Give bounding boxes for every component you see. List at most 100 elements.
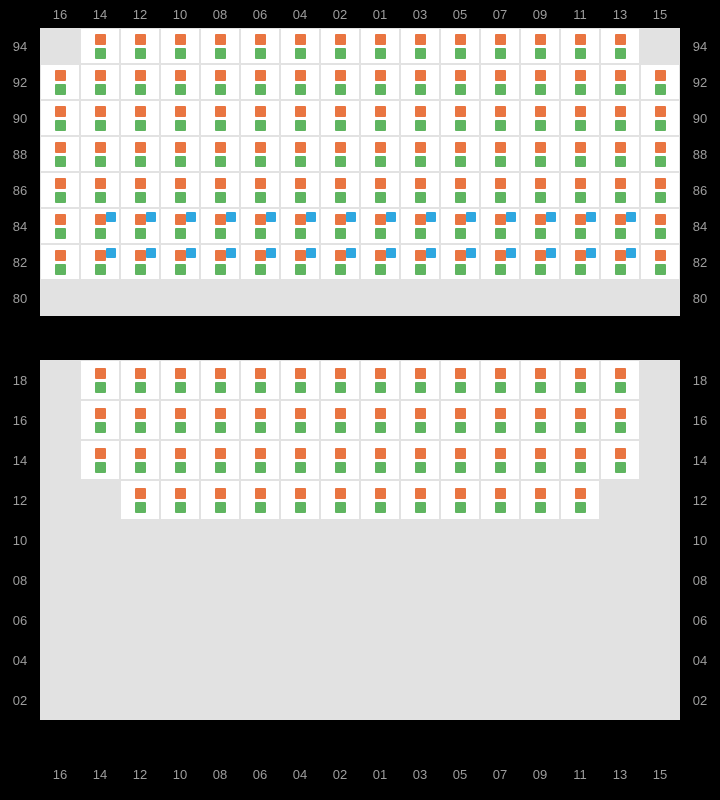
marker-orange: [495, 250, 506, 261]
marker-orange: [655, 106, 666, 117]
grid-cell: [560, 480, 600, 520]
marker-green: [615, 382, 626, 393]
top-grid: [40, 28, 680, 316]
grid-cell: [400, 280, 440, 316]
marker-green: [615, 192, 626, 203]
grid-cell: [560, 64, 600, 100]
grid-cell: [360, 208, 400, 244]
grid-cell: [40, 360, 80, 400]
marker-green: [415, 422, 426, 433]
marker-green: [175, 502, 186, 513]
grid-cell: [80, 560, 120, 600]
grid-cell: [40, 400, 80, 440]
grid-cell: [360, 440, 400, 480]
grid-cell: [40, 520, 80, 560]
grid-cell: [640, 64, 680, 100]
column-label: 15: [640, 767, 680, 782]
grid-cell: [360, 680, 400, 720]
grid-cell: [160, 560, 200, 600]
marker-orange: [375, 214, 386, 225]
marker-orange: [55, 70, 66, 81]
grid-cell: [440, 136, 480, 172]
marker-green: [255, 48, 266, 59]
column-label: 02: [320, 767, 360, 782]
grid-cell: [520, 136, 560, 172]
grid-cell: [160, 100, 200, 136]
grid-cell: [160, 136, 200, 172]
grid-cell: [240, 172, 280, 208]
grid-cell: [320, 360, 360, 400]
bottom-right-row-labels: 181614121008060402: [680, 360, 720, 720]
bottom-grid: [40, 360, 680, 720]
marker-orange: [135, 178, 146, 189]
grid-cell: [440, 560, 480, 600]
grid-cell: [160, 680, 200, 720]
marker-orange: [375, 408, 386, 419]
marker-green: [175, 84, 186, 95]
row-label: 18: [680, 360, 720, 400]
grid-cell: [160, 208, 200, 244]
column-label: 10: [160, 7, 200, 22]
grid-cell: [440, 680, 480, 720]
marker-green: [215, 264, 226, 275]
marker-orange: [655, 70, 666, 81]
marker-orange: [575, 34, 586, 45]
marker-orange: [335, 142, 346, 153]
grid-cell: [240, 560, 280, 600]
marker-orange: [495, 488, 506, 499]
marker-orange: [135, 408, 146, 419]
column-label: 12: [120, 767, 160, 782]
bottom-left-row-labels: 181614121008060402: [0, 360, 40, 720]
marker-orange: [455, 70, 466, 81]
grid-cell: [600, 640, 640, 680]
marker-orange: [495, 142, 506, 153]
grid-cell: [560, 100, 600, 136]
marker-green: [375, 502, 386, 513]
grid-cell: [40, 208, 80, 244]
marker-orange: [415, 448, 426, 459]
grid-cell: [160, 440, 200, 480]
grid-cell: [160, 400, 200, 440]
marker-orange: [575, 70, 586, 81]
marker-green: [375, 192, 386, 203]
marker-orange: [415, 250, 426, 261]
grid-cell: [80, 520, 120, 560]
grid-cell: [200, 136, 240, 172]
grid-cell: [80, 680, 120, 720]
marker-green: [255, 462, 266, 473]
grid-cell: [360, 28, 400, 64]
grid-cell: [320, 640, 360, 680]
grid-cell: [440, 400, 480, 440]
marker-orange: [135, 142, 146, 153]
marker-green: [255, 156, 266, 167]
marker-green: [535, 462, 546, 473]
marker-green: [215, 48, 226, 59]
grid-cell: [600, 64, 640, 100]
marker-green: [135, 462, 146, 473]
grid-cell: [640, 208, 680, 244]
marker-green: [95, 156, 106, 167]
marker-orange: [575, 368, 586, 379]
marker-orange: [175, 368, 186, 379]
grid-cell: [200, 400, 240, 440]
marker-orange: [495, 70, 506, 81]
grid-cell: [280, 600, 320, 640]
marker-orange: [95, 448, 106, 459]
marker-green: [135, 192, 146, 203]
marker-orange: [255, 178, 266, 189]
marker-orange: [455, 448, 466, 459]
grid-cell: [440, 520, 480, 560]
marker-blue: [346, 212, 356, 222]
marker-orange: [215, 448, 226, 459]
grid-cell: [80, 100, 120, 136]
marker-orange: [255, 488, 266, 499]
grid-cell: [80, 208, 120, 244]
grid-cell: [80, 360, 120, 400]
marker-orange: [175, 178, 186, 189]
marker-green: [295, 48, 306, 59]
marker-green: [535, 48, 546, 59]
grid-cell: [280, 640, 320, 680]
grid-cell: [480, 244, 520, 280]
grid-cell: [80, 480, 120, 520]
column-label: 06: [240, 767, 280, 782]
